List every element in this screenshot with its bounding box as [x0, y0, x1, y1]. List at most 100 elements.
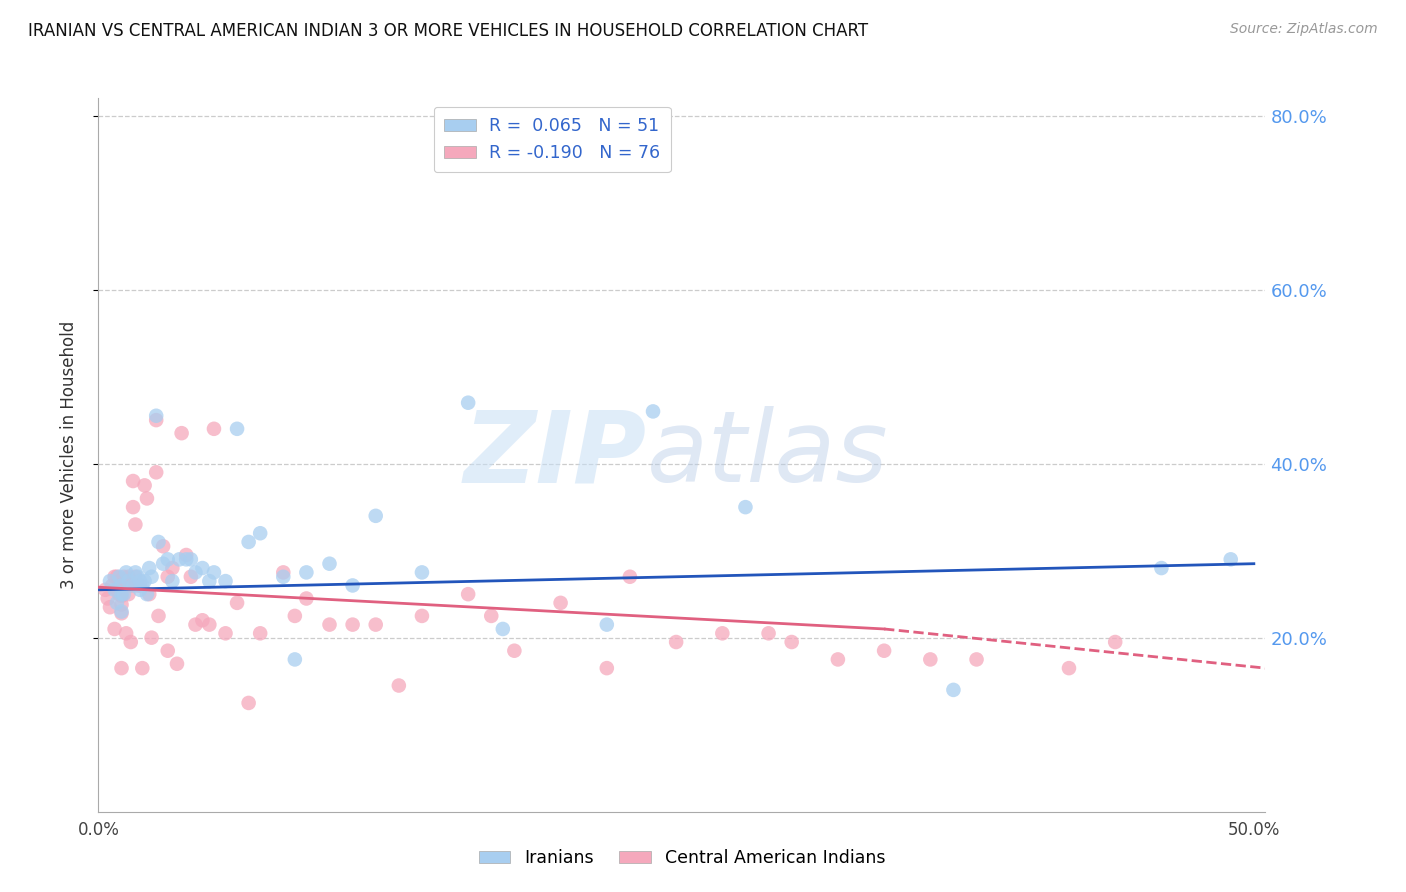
Point: [110, 587, 132, 601]
Point: [105, 582, 128, 597]
Text: IRANIAN VS CENTRAL AMERICAN INDIAN 3 OR MORE VEHICLES IN HOUSEHOLD CORRELATION C: IRANIAN VS CENTRAL AMERICAN INDIAN 3 OR …: [28, 22, 869, 40]
Point: [156, 570, 179, 584]
Point: [156, 644, 179, 658]
Point: [271, 566, 294, 580]
Point: [492, 622, 515, 636]
Point: [124, 570, 146, 584]
Point: [129, 578, 152, 592]
Point: [411, 566, 433, 580]
Point: [249, 626, 271, 640]
Point: [342, 578, 364, 592]
Point: [145, 466, 167, 480]
Point: [127, 570, 149, 584]
Point: [174, 552, 197, 566]
Point: [117, 574, 139, 588]
Point: [550, 596, 572, 610]
Point: [191, 561, 214, 575]
Point: [124, 566, 146, 580]
Point: [94, 582, 117, 597]
Point: [148, 608, 170, 623]
Point: [98, 574, 121, 588]
Point: [202, 566, 225, 580]
Point: [110, 661, 132, 675]
Point: [238, 696, 260, 710]
Point: [145, 413, 167, 427]
Point: [214, 626, 236, 640]
Point: [942, 682, 965, 697]
Point: [284, 652, 307, 666]
Point: [129, 574, 152, 588]
Point: [364, 617, 387, 632]
Point: [115, 566, 138, 580]
Point: [98, 600, 121, 615]
Point: [966, 652, 988, 666]
Point: [479, 608, 502, 623]
Point: [104, 582, 127, 597]
Point: [117, 587, 139, 601]
Point: [104, 622, 127, 636]
Text: ZIP: ZIP: [464, 407, 647, 503]
Point: [131, 578, 153, 592]
Point: [112, 587, 135, 601]
Point: [596, 661, 619, 675]
Point: [249, 526, 271, 541]
Point: [388, 679, 411, 693]
Point: [136, 491, 159, 506]
Point: [619, 570, 641, 584]
Point: [105, 596, 128, 610]
Point: [641, 404, 664, 418]
Point: [734, 500, 756, 515]
Point: [110, 605, 132, 619]
Point: [122, 578, 145, 592]
Point: [104, 570, 127, 584]
Point: [411, 608, 433, 623]
Legend: Iranians, Central American Indians: Iranians, Central American Indians: [472, 843, 891, 874]
Point: [120, 578, 142, 592]
Point: [284, 608, 307, 623]
Point: [758, 626, 780, 640]
Point: [122, 500, 145, 515]
Point: [1219, 552, 1241, 566]
Point: [120, 635, 142, 649]
Point: [115, 574, 138, 588]
Point: [110, 578, 132, 592]
Point: [169, 552, 191, 566]
Point: [138, 587, 160, 601]
Point: [152, 557, 174, 571]
Point: [184, 566, 207, 580]
Point: [138, 561, 160, 575]
Point: [129, 582, 152, 597]
Point: [101, 578, 124, 592]
Point: [127, 578, 149, 592]
Point: [920, 652, 942, 666]
Point: [457, 587, 479, 601]
Point: [271, 570, 294, 584]
Point: [124, 517, 146, 532]
Point: [226, 596, 249, 610]
Point: [198, 574, 221, 588]
Point: [110, 578, 132, 592]
Text: Source: ZipAtlas.com: Source: ZipAtlas.com: [1230, 22, 1378, 37]
Point: [134, 574, 156, 588]
Point: [364, 508, 387, 523]
Point: [108, 587, 131, 601]
Point: [105, 570, 128, 584]
Point: [1150, 561, 1173, 575]
Point: [295, 566, 318, 580]
Text: atlas: atlas: [647, 407, 889, 503]
Point: [780, 635, 803, 649]
Point: [115, 626, 138, 640]
Point: [184, 617, 207, 632]
Point: [152, 539, 174, 553]
Point: [180, 570, 202, 584]
Point: [1104, 635, 1126, 649]
Point: [318, 557, 340, 571]
Point: [134, 478, 156, 492]
Point: [117, 570, 139, 584]
Point: [110, 607, 132, 621]
Point: [1057, 661, 1080, 675]
Point: [110, 598, 132, 612]
Point: [156, 552, 179, 566]
Point: [108, 570, 131, 584]
Point: [827, 652, 849, 666]
